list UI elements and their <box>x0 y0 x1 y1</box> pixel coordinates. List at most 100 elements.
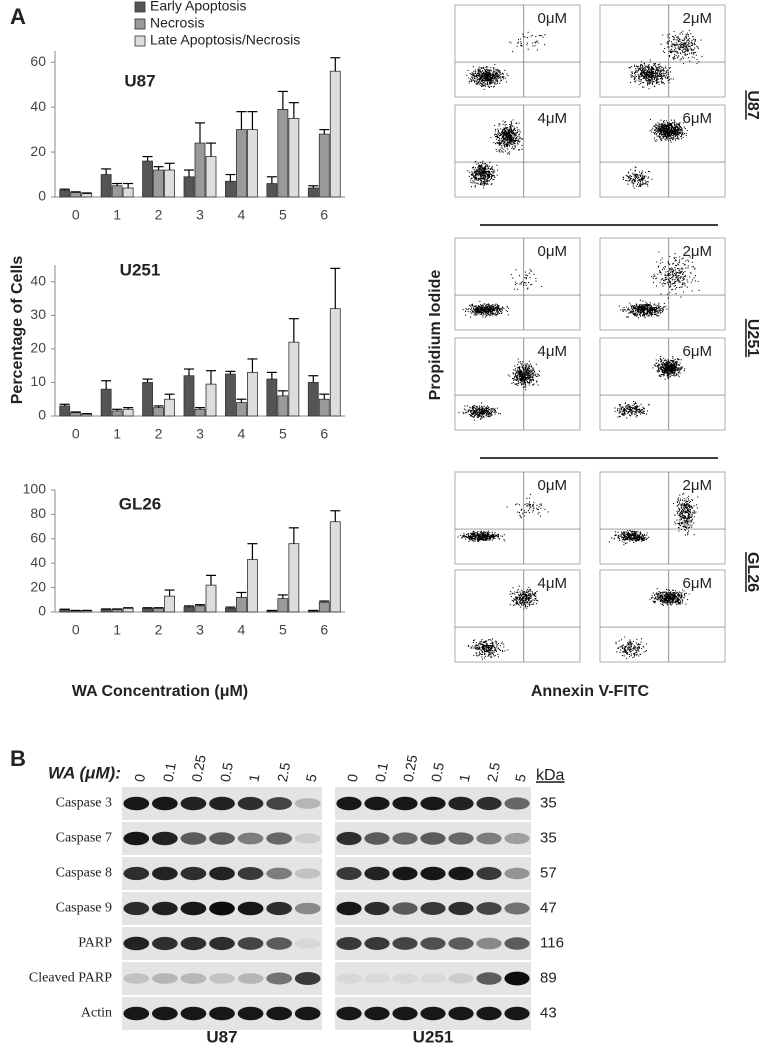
bar <box>318 398 330 417</box>
band <box>266 972 292 985</box>
bar <box>122 607 134 613</box>
error-bar <box>81 192 92 194</box>
lane-label: 0.5 <box>217 761 236 783</box>
y-axis-label: Percentage of Cells <box>9 256 26 405</box>
band <box>266 937 292 950</box>
bar <box>236 596 247 613</box>
error-bar <box>112 608 123 610</box>
protein-label: PARP <box>78 936 112 951</box>
bar <box>225 607 236 613</box>
flow-dots <box>467 585 539 660</box>
band <box>336 867 362 880</box>
band <box>392 866 418 881</box>
band <box>336 973 362 984</box>
error-bar <box>206 142 216 157</box>
error-bar <box>225 370 236 375</box>
bar <box>266 183 278 198</box>
band <box>152 936 178 951</box>
x-tick-label: 1 <box>113 622 121 638</box>
lane-label: 1 <box>456 773 473 784</box>
x-tick-label: 0 <box>72 622 80 638</box>
bar <box>153 169 164 198</box>
band <box>364 866 390 881</box>
band <box>392 832 418 845</box>
bar <box>100 174 112 198</box>
band <box>266 797 292 810</box>
error-bar <box>101 608 112 610</box>
flow-dots <box>458 358 540 421</box>
band <box>420 902 446 915</box>
bar <box>288 341 300 417</box>
error-bar <box>164 589 175 597</box>
band <box>392 902 418 915</box>
bar <box>277 109 289 198</box>
y-tick-label: 10 <box>30 373 46 389</box>
flow-x-label: Annexin V-FITC <box>531 683 650 700</box>
band <box>237 937 264 950</box>
error-bar <box>164 162 175 171</box>
bar <box>59 609 71 613</box>
dose-label: 0μM <box>538 10 567 27</box>
error-bar <box>142 378 153 383</box>
error-bar <box>330 267 341 309</box>
error-bar <box>101 168 112 175</box>
bar <box>318 601 330 613</box>
error-bar <box>142 607 153 609</box>
bar <box>236 402 247 417</box>
x-tick-label: 0 <box>72 426 80 442</box>
band <box>392 937 418 950</box>
flow-y-label: Propidium Iodide <box>427 270 444 401</box>
y-tick-label: 0 <box>38 407 46 423</box>
bar <box>70 192 82 198</box>
band <box>152 831 178 846</box>
band <box>123 866 150 881</box>
cell-line-label: U87 <box>206 1027 237 1046</box>
band <box>294 938 321 949</box>
error-bar <box>70 411 81 413</box>
band <box>266 1006 292 1021</box>
flow-dots <box>462 268 543 318</box>
band <box>209 866 235 881</box>
x-axis-label: WA Concentration (μM) <box>72 683 248 700</box>
error-bar <box>330 510 341 522</box>
legend-label: Late Apoptosis/Necrosis <box>150 32 300 48</box>
band <box>180 1006 207 1021</box>
band <box>420 1006 446 1021</box>
x-tick-label: 1 <box>113 207 121 223</box>
x-tick-label: 5 <box>279 622 287 638</box>
bar <box>247 371 258 417</box>
bar <box>205 156 217 198</box>
band <box>364 973 390 984</box>
flow-panel <box>599 104 726 198</box>
band <box>504 867 530 880</box>
unit-label: kDa <box>536 767 565 784</box>
band <box>123 831 150 846</box>
error-bar <box>319 129 330 135</box>
band <box>123 1006 150 1021</box>
protein-label: Cleaved PARP <box>29 971 112 986</box>
band <box>294 833 321 844</box>
flow-panel <box>599 337 726 431</box>
bar <box>122 187 134 198</box>
dose-label: 4μM <box>538 343 567 360</box>
bar <box>277 395 289 417</box>
chart-title: U87 <box>124 71 155 90</box>
y-tick-label: 0 <box>38 188 46 204</box>
band <box>123 973 150 984</box>
bar <box>81 193 93 198</box>
x-tick-label: 0 <box>72 207 80 223</box>
band <box>420 796 446 811</box>
error-bar <box>101 380 112 390</box>
band <box>448 901 474 916</box>
kda-label: 47 <box>540 899 557 916</box>
bar <box>183 375 195 417</box>
bar <box>307 382 319 417</box>
band <box>476 972 502 985</box>
bar <box>194 408 206 417</box>
x-tick-label: 5 <box>279 207 287 223</box>
bar <box>59 405 71 417</box>
x-tick-label: 4 <box>238 426 246 442</box>
legend-label: Necrosis <box>150 15 204 31</box>
band <box>336 937 362 950</box>
dose-label: 0μM <box>538 477 567 494</box>
